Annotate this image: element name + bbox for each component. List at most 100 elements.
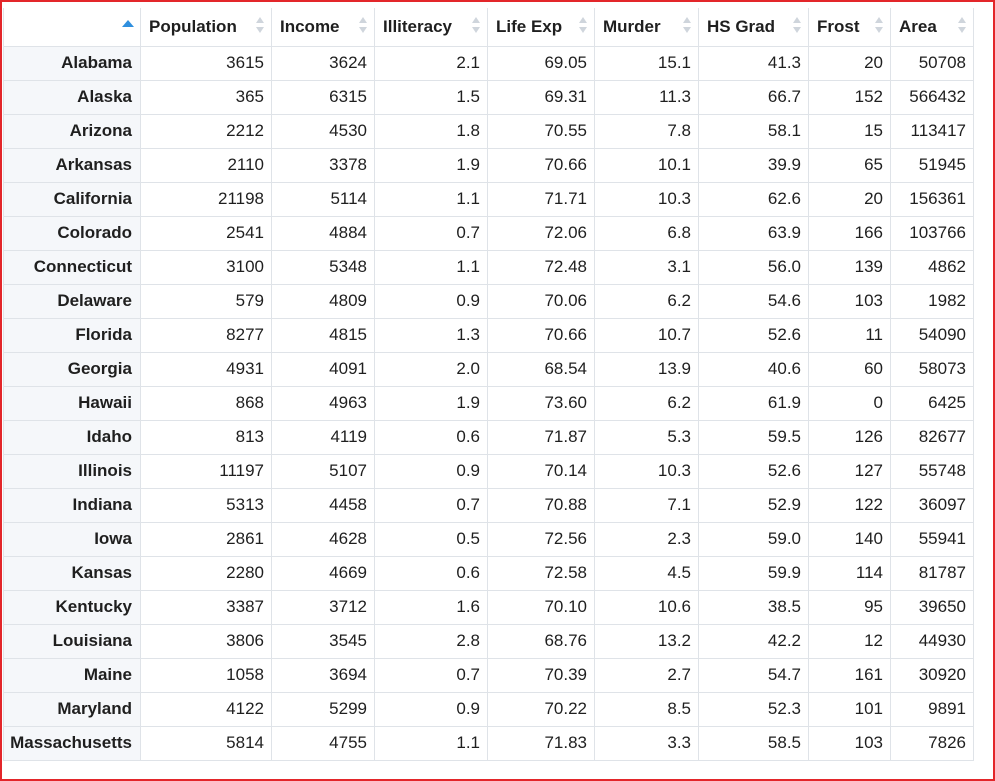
table-cell: 73.60 [487,385,595,421]
table-cell: 95 [808,589,891,625]
table-cell: 59.5 [698,419,809,455]
table-row: Delaware 579 4809 0.9 70.06 6.2 54.6 103 1982 [3,283,974,319]
table-cell: 44930 [890,623,974,659]
column-header-illiteracy[interactable]: Illiteracy [374,8,488,47]
column-header-label: HS Grad [707,16,776,36]
table-cell: 70.06 [487,283,595,319]
table-cell: 5313 [140,487,272,523]
table-cell: 70.88 [487,487,595,523]
row-name-cell: Maine [3,657,141,693]
sort-icon [359,17,368,35]
table-cell: 70.39 [487,657,595,693]
table-cell: 0.9 [374,283,488,319]
table-cell: 139 [808,249,891,285]
table-cell: 3387 [140,589,272,625]
table-cell: 4884 [271,215,375,251]
table-cell: 103 [808,283,891,319]
table-cell: 60 [808,351,891,387]
table-cell: 4530 [271,113,375,149]
table-cell: 59.9 [698,555,809,591]
table-cell: 81787 [890,555,974,591]
table-cell: 0.9 [374,691,488,727]
column-header-life-exp[interactable]: Life Exp [487,8,595,47]
table-cell: 10.3 [594,453,699,489]
sort-icon [472,17,481,35]
table-row: Louisiana 3806 3545 2.8 68.76 13.2 42.2 12 44930 [3,623,974,659]
table-cell: 71.71 [487,181,595,217]
sort-icon [256,17,265,35]
table-cell: 3545 [271,623,375,659]
sort-icon [875,17,884,35]
row-name-cell: Illinois [3,453,141,489]
table-cell: 566432 [890,79,974,115]
table-cell: 68.76 [487,623,595,659]
table-cell: 2541 [140,215,272,251]
column-header-area[interactable]: Area [890,8,974,47]
table-cell: 103 [808,725,891,761]
row-name-cell: Massachusetts [3,725,141,761]
sort-ascending-icon [122,20,134,27]
table-cell: 70.55 [487,113,595,149]
table-cell: 65 [808,147,891,183]
table-cell: 1058 [140,657,272,693]
column-header-label: Income [280,16,340,36]
table-cell: 813 [140,419,272,455]
table-cell: 4.5 [594,555,699,591]
column-header-murder[interactable]: Murder [594,8,699,47]
row-name-cell: Kentucky [3,589,141,625]
table-cell: 40.6 [698,351,809,387]
table-cell: 3694 [271,657,375,693]
table-cell: 20 [808,181,891,217]
table-cell: 39650 [890,589,974,625]
table-cell: 5348 [271,249,375,285]
table-cell: 6.2 [594,385,699,421]
table-cell: 1.9 [374,147,488,183]
row-names-header[interactable] [3,8,141,47]
table-cell: 0.9 [374,453,488,489]
row-name-cell: Arizona [3,113,141,149]
table-cell: 36097 [890,487,974,523]
table-cell: 54.6 [698,283,809,319]
table-cell: 70.22 [487,691,595,727]
column-header-income[interactable]: Income [271,8,375,47]
table-cell: 11 [808,317,891,353]
table-cell: 70.10 [487,589,595,625]
table-cell: 20 [808,45,891,81]
table-body: Alabama 3615 3624 2.1 69.05 15.1 41.3 20 50708 Al… [3,45,974,761]
column-header-population[interactable]: Population [140,8,272,47]
table-row: Georgia 4931 4091 2.0 68.54 13.9 40.6 60 58073 [3,351,974,387]
table-row: Maine 1058 3694 0.7 70.39 2.7 54.7 161 30920 [3,657,974,693]
column-header-frost[interactable]: Frost [808,8,891,47]
table-cell: 0 [808,385,891,421]
column-header-hs-grad[interactable]: HS Grad [698,8,809,47]
table-cell: 38.5 [698,589,809,625]
column-header-label: Murder [603,16,661,36]
table-cell: 122 [808,487,891,523]
table-row: Alaska 365 6315 1.5 69.31 11.3 66.7 152 566432 [3,79,974,115]
table-row: Arizona 2212 4530 1.8 70.55 7.8 58.1 15 113417 [3,113,974,149]
table-row: Connecticut 3100 5348 1.1 72.48 3.1 56.0 139 486… [3,249,974,285]
table-cell: 126 [808,419,891,455]
column-header-label: Frost [817,16,860,36]
table-cell: 51945 [890,147,974,183]
table-cell: 2.1 [374,45,488,81]
table-cell: 114 [808,555,891,591]
sort-icon [683,17,692,35]
table-cell: 1982 [890,283,974,319]
table-cell: 2.7 [594,657,699,693]
table-cell: 15 [808,113,891,149]
table-cell: 6.2 [594,283,699,319]
table-cell: 140 [808,521,891,557]
table-cell: 868 [140,385,272,421]
table-cell: 103766 [890,215,974,251]
table-cell: 5114 [271,181,375,217]
table-row: California 21198 5114 1.1 71.71 10.3 62.6 20 156… [3,181,974,217]
table-cell: 52.6 [698,317,809,353]
row-name-cell: California [3,181,141,217]
data-table: Population Income Illiteracy Life Exp Murder… [3,8,974,761]
table-cell: 4815 [271,317,375,353]
table-cell: 3.1 [594,249,699,285]
table-cell: 66.7 [698,79,809,115]
table-cell: 2861 [140,521,272,557]
